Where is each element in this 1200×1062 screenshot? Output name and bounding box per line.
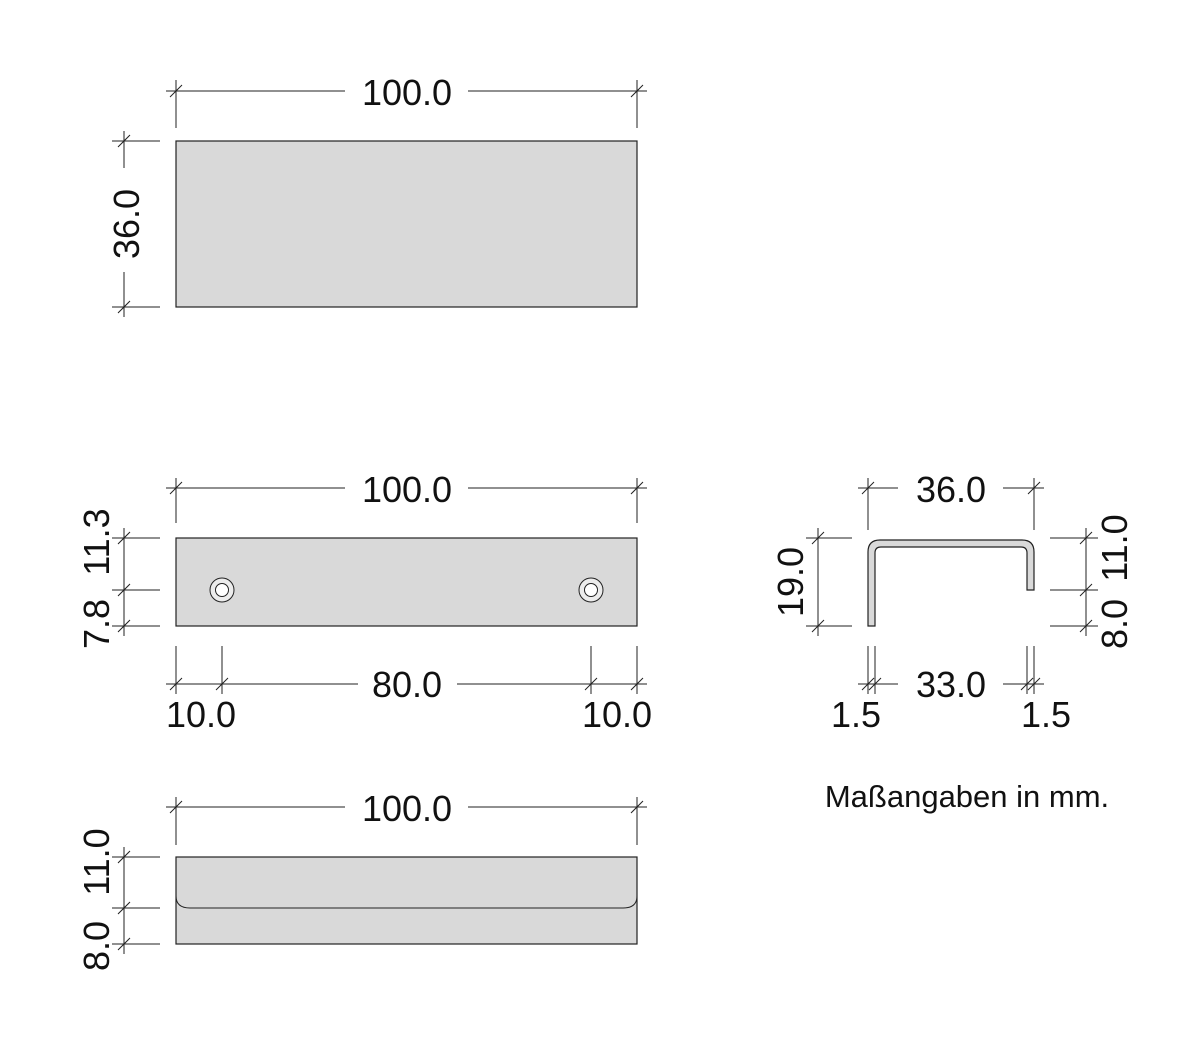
side-inner-width-dimension (858, 646, 1044, 694)
side-right-upper-label: 11.0 (1094, 514, 1135, 581)
left-mounting-hole (209, 577, 235, 603)
bottom-view: 100.0 11.0 8.0 (76, 788, 647, 971)
front-vertical-dimensions (112, 528, 160, 636)
side-thickness-right-label: 1.5 (1021, 694, 1071, 735)
bottom-view-bend-line (175, 895, 638, 909)
front-lower-label: 7.8 (76, 599, 117, 649)
side-right-vertical-dimensions (1050, 528, 1098, 636)
bottom-vertical-dimensions (112, 847, 160, 954)
side-profile: 36.0 19.0 11.0 8.0 (770, 469, 1135, 735)
right-mounting-hole (578, 577, 604, 603)
bottom-upper-label: 11.0 (76, 828, 117, 895)
side-inner-width-label: 33.0 (916, 664, 986, 705)
top-view-plate (175, 140, 638, 308)
side-right-lower-label: 8.0 (1094, 599, 1135, 649)
front-right-offset-label: 10.0 (582, 694, 652, 735)
side-profile-shape (867, 539, 1035, 627)
top-width-dimension (166, 80, 647, 128)
front-upper-label: 11.3 (76, 508, 117, 575)
bottom-lower-label: 8.0 (76, 921, 117, 971)
bottom-width-dimension (166, 797, 647, 845)
top-width-label: 100.0 (362, 72, 452, 113)
bottom-width-label: 100.0 (362, 788, 452, 829)
side-height-dimension (806, 528, 852, 636)
side-height-label: 19.0 (770, 547, 811, 617)
front-spacing-label: 80.0 (372, 664, 442, 705)
front-width-label: 100.0 (362, 469, 452, 510)
front-left-offset-label: 10.0 (166, 694, 236, 735)
top-height-label: 36.0 (106, 189, 147, 259)
front-width-dimension (166, 478, 647, 523)
front-view: 100.0 11.3 7.8 80.0 10.0 10.0 (76, 469, 652, 735)
front-hole-spacing-dimension (166, 646, 647, 694)
units-note: Maßangaben in mm. (825, 779, 1109, 814)
front-view-plate (175, 537, 638, 627)
side-thickness-left-label: 1.5 (831, 694, 881, 735)
top-height-dimension (112, 131, 160, 317)
side-outer-width-dimension (858, 478, 1044, 530)
top-view: 100.0 36.0 (106, 72, 647, 317)
bottom-view-plate (175, 856, 638, 945)
side-outer-width-label: 36.0 (916, 469, 986, 510)
